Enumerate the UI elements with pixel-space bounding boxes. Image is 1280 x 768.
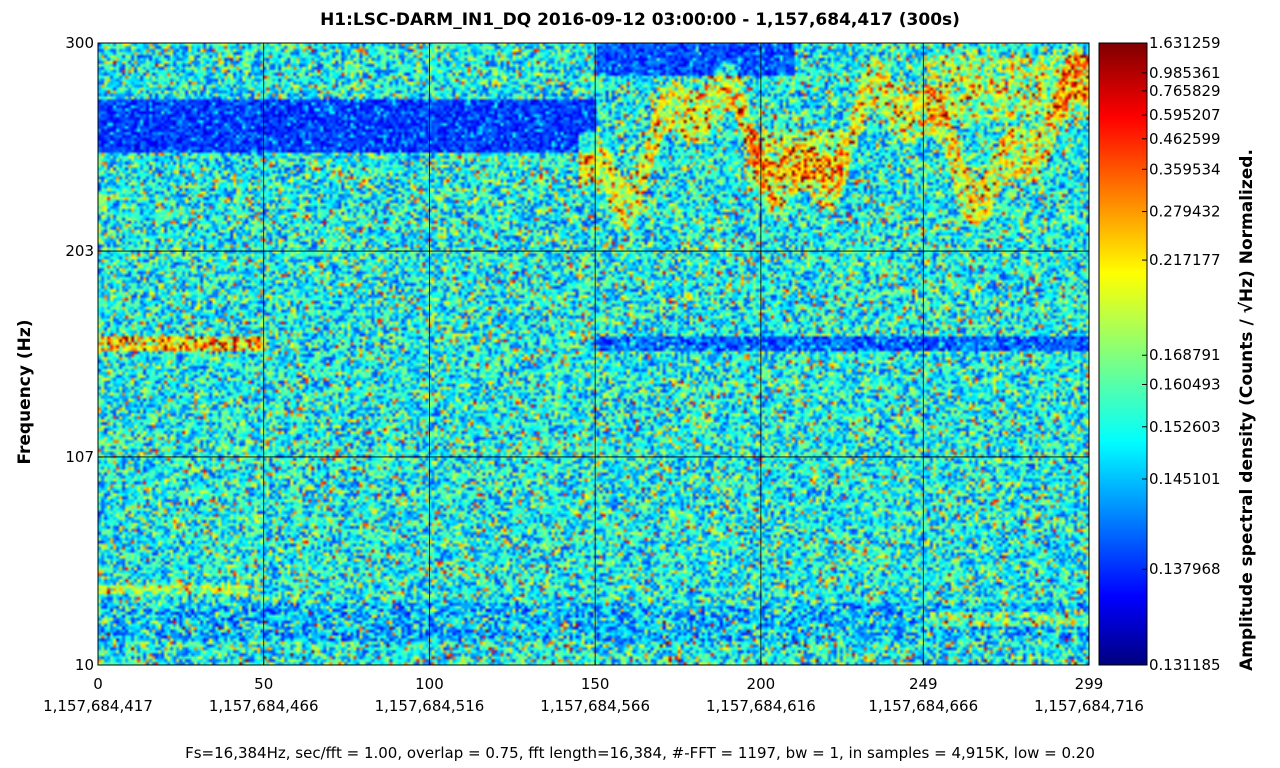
x-axis: 0 1,157,684,417 50 1,157,684,466 100 1,157,68… <box>43 660 1144 715</box>
colorbar-tick-label: 1.631259 <box>1149 34 1221 52</box>
colorbar-tick-label: 0.168791 <box>1149 346 1221 364</box>
x-tick-gps-label: 1,157,684,566 <box>540 697 650 715</box>
colorbar-tick-label: 0.217177 <box>1149 251 1221 269</box>
colorbar-tick-label: 0.359534 <box>1149 160 1221 178</box>
x-tick-label: 150 <box>581 675 610 693</box>
y-tick-label: 107 <box>65 448 94 466</box>
colorbar-tick-label: 0.131185 <box>1149 656 1221 674</box>
colorbar-tick-label: 0.462599 <box>1149 130 1221 148</box>
colorbar-label: Amplitude spectral density (Counts / √Hz… <box>1237 149 1257 671</box>
footer-parameters: Fs=16,384Hz, sec/fft = 1.00, overlap = 0… <box>185 744 1095 762</box>
y-axis: 10 107 203 300 <box>65 34 103 674</box>
colorbar-tick-label: 0.985361 <box>1149 64 1221 82</box>
plot-area <box>97 42 1090 666</box>
x-tick-gps-label: 1,157,684,716 <box>1034 697 1144 715</box>
x-tick-label: 100 <box>415 675 444 693</box>
colorbar-tick-label: 0.595207 <box>1149 106 1221 124</box>
x-tick-label: 249 <box>909 675 938 693</box>
y-tick-label: 10 <box>75 656 94 674</box>
x-tick-gps-label: 1,157,684,516 <box>375 697 485 715</box>
x-tick-gps-label: 1,157,684,616 <box>706 697 816 715</box>
x-tick-label: 50 <box>254 675 273 693</box>
grid-lines <box>98 43 1089 665</box>
colorbar-scale <box>1098 42 1148 666</box>
y-tick-label: 300 <box>65 34 94 52</box>
y-tick-label: 203 <box>65 242 94 260</box>
spectrogram-heatmap <box>98 43 1089 665</box>
colorbar-tick-label: 0.152603 <box>1149 418 1221 436</box>
x-tick-label: 200 <box>747 675 776 693</box>
colorbar-tick-label: 0.765829 <box>1149 82 1221 100</box>
plot-frame <box>97 42 1090 666</box>
x-tick-gps-label: 1,157,684,466 <box>209 697 319 715</box>
x-tick-label: 299 <box>1075 675 1104 693</box>
x-tick-gps-label: 1,157,684,666 <box>868 697 978 715</box>
colorbar-tick-label: 0.160493 <box>1149 375 1221 393</box>
colorbar-tick-label: 0.137968 <box>1149 560 1221 578</box>
x-tick-label: 0 <box>93 675 103 693</box>
colorbar-tick-label: 0.145101 <box>1149 470 1221 488</box>
y-axis-label: Frequency (Hz) <box>15 319 35 464</box>
colorbar-tick-label: 0.279432 <box>1149 203 1221 221</box>
x-tick-gps-label: 1,157,684,417 <box>43 697 153 715</box>
chart-title: H1:LSC-DARM_IN1_DQ 2016-09-12 03:00:00 -… <box>320 10 960 30</box>
